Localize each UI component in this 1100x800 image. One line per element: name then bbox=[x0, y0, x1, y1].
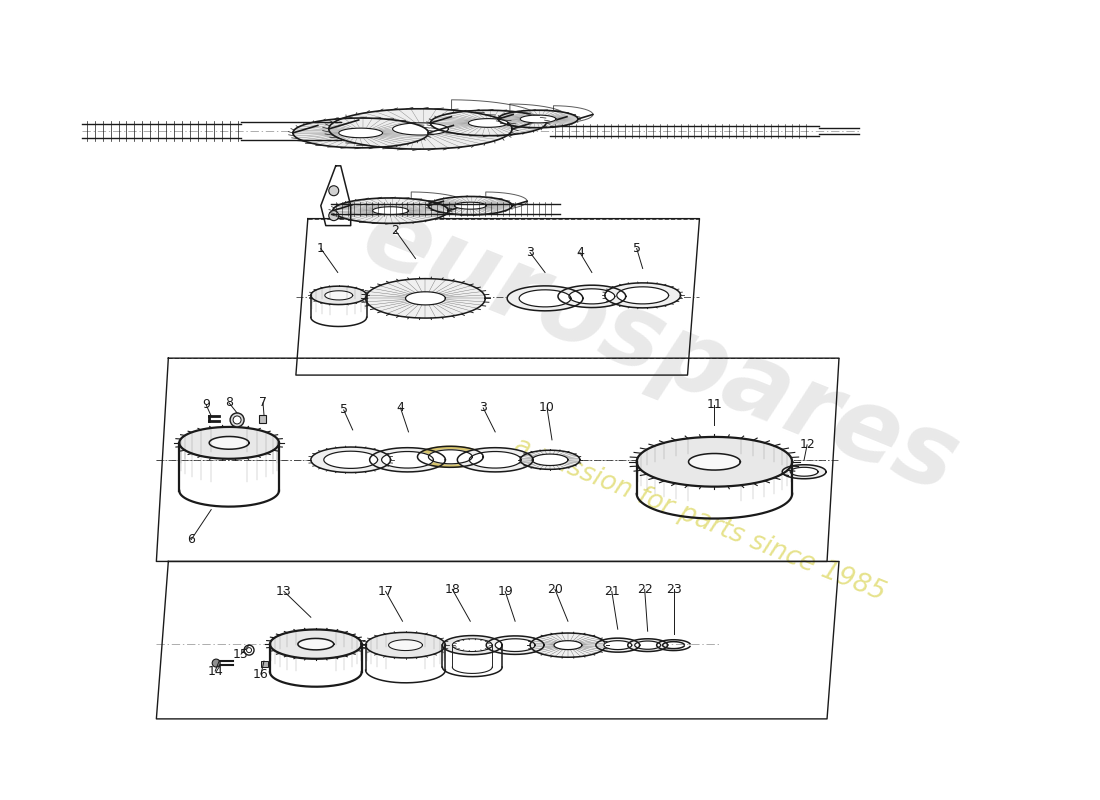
Polygon shape bbox=[605, 283, 681, 308]
Polygon shape bbox=[370, 448, 446, 472]
Polygon shape bbox=[452, 638, 492, 651]
Polygon shape bbox=[430, 110, 546, 136]
Polygon shape bbox=[311, 447, 390, 473]
Text: 5: 5 bbox=[632, 242, 640, 255]
Circle shape bbox=[329, 210, 339, 221]
Polygon shape bbox=[270, 630, 362, 659]
Polygon shape bbox=[323, 451, 377, 469]
Polygon shape bbox=[532, 454, 568, 466]
Text: 5: 5 bbox=[340, 403, 348, 417]
Text: 8: 8 bbox=[226, 397, 233, 410]
Bar bbox=[258, 415, 266, 423]
Polygon shape bbox=[209, 437, 249, 450]
Polygon shape bbox=[418, 446, 483, 467]
Polygon shape bbox=[339, 128, 383, 138]
Polygon shape bbox=[495, 638, 535, 651]
Text: 16: 16 bbox=[253, 667, 268, 681]
Circle shape bbox=[329, 186, 339, 196]
Polygon shape bbox=[406, 292, 446, 305]
Text: 18: 18 bbox=[444, 583, 460, 596]
Polygon shape bbox=[393, 123, 449, 135]
Polygon shape bbox=[569, 289, 615, 304]
Polygon shape bbox=[617, 287, 669, 304]
Polygon shape bbox=[558, 285, 626, 307]
Polygon shape bbox=[486, 636, 544, 654]
Text: 3: 3 bbox=[526, 246, 534, 259]
Polygon shape bbox=[382, 451, 433, 468]
Circle shape bbox=[230, 413, 244, 427]
Text: 17: 17 bbox=[377, 585, 394, 598]
Polygon shape bbox=[498, 110, 578, 128]
Text: 19: 19 bbox=[497, 585, 513, 598]
Polygon shape bbox=[365, 632, 446, 658]
Polygon shape bbox=[293, 118, 428, 148]
Polygon shape bbox=[554, 641, 582, 650]
Text: 20: 20 bbox=[547, 583, 563, 596]
Polygon shape bbox=[179, 427, 279, 458]
Polygon shape bbox=[635, 641, 661, 650]
Text: 21: 21 bbox=[604, 585, 619, 598]
Circle shape bbox=[212, 659, 220, 667]
Text: eurospares: eurospares bbox=[349, 186, 971, 514]
Polygon shape bbox=[311, 286, 366, 305]
Polygon shape bbox=[373, 206, 408, 214]
Text: 11: 11 bbox=[706, 398, 723, 411]
Polygon shape bbox=[596, 638, 640, 652]
Text: a passion for parts since 1985: a passion for parts since 1985 bbox=[510, 433, 889, 606]
Polygon shape bbox=[519, 290, 571, 307]
Text: 3: 3 bbox=[480, 402, 487, 414]
Text: 13: 13 bbox=[276, 585, 292, 598]
Circle shape bbox=[233, 416, 241, 424]
Polygon shape bbox=[790, 467, 818, 476]
Polygon shape bbox=[428, 197, 513, 215]
Polygon shape bbox=[520, 450, 580, 470]
Text: 15: 15 bbox=[233, 648, 249, 661]
Polygon shape bbox=[324, 290, 353, 300]
Text: 10: 10 bbox=[539, 402, 554, 414]
Text: 6: 6 bbox=[187, 533, 195, 546]
Polygon shape bbox=[604, 641, 631, 650]
Polygon shape bbox=[782, 465, 826, 478]
Text: 7: 7 bbox=[258, 397, 267, 410]
Text: 23: 23 bbox=[666, 583, 681, 596]
Text: 9: 9 bbox=[202, 398, 210, 411]
Polygon shape bbox=[530, 633, 606, 658]
Text: 2: 2 bbox=[392, 224, 399, 237]
Polygon shape bbox=[520, 115, 556, 123]
Polygon shape bbox=[298, 638, 333, 650]
Polygon shape bbox=[333, 198, 449, 223]
Polygon shape bbox=[507, 286, 583, 311]
Text: 4: 4 bbox=[576, 246, 584, 259]
Polygon shape bbox=[388, 640, 422, 650]
Text: 4: 4 bbox=[397, 402, 405, 414]
Polygon shape bbox=[458, 448, 534, 472]
Text: 14: 14 bbox=[207, 665, 223, 678]
Polygon shape bbox=[365, 278, 485, 318]
Polygon shape bbox=[689, 454, 740, 470]
Polygon shape bbox=[428, 450, 472, 464]
Bar bbox=[261, 661, 268, 667]
Text: 12: 12 bbox=[800, 438, 815, 451]
Text: 22: 22 bbox=[637, 583, 652, 596]
Polygon shape bbox=[329, 109, 513, 149]
Polygon shape bbox=[469, 118, 508, 127]
Polygon shape bbox=[470, 451, 521, 468]
Polygon shape bbox=[454, 202, 486, 209]
Text: 1: 1 bbox=[317, 242, 324, 255]
Polygon shape bbox=[628, 638, 668, 651]
Polygon shape bbox=[442, 635, 503, 654]
Polygon shape bbox=[637, 437, 792, 486]
